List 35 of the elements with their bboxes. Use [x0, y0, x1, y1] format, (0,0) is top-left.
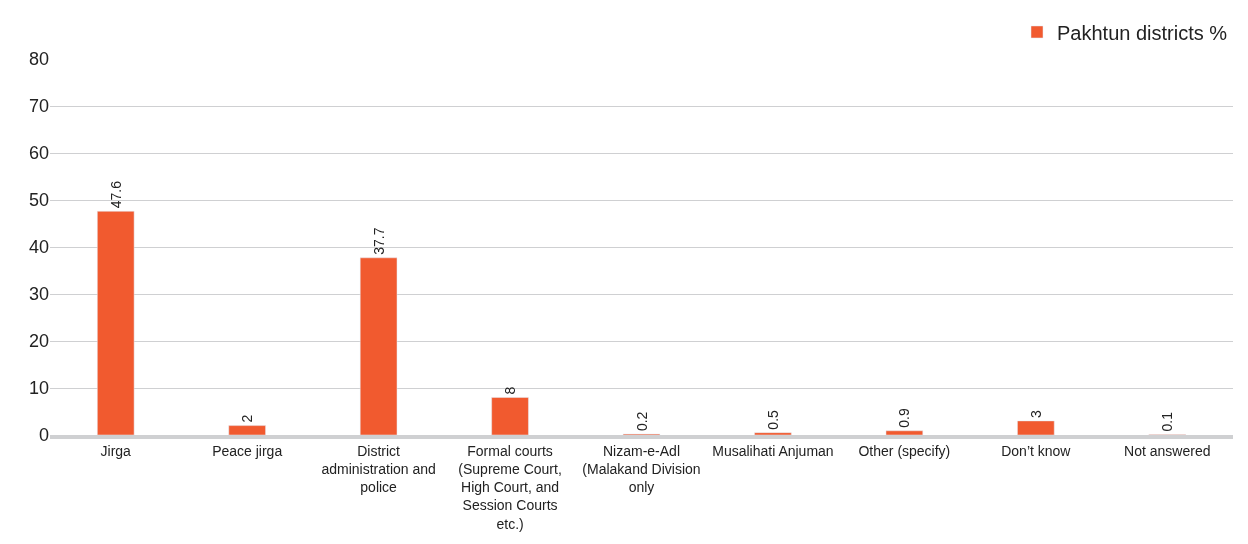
x-tick-label: Jirga: [100, 442, 132, 459]
data-label: 37.7: [370, 227, 387, 255]
y-tick-label: 60: [28, 143, 49, 164]
data-label: 0.9: [896, 408, 913, 428]
y-tick-label: 0: [38, 425, 49, 446]
legend-label: Pakhtun districts %: [1057, 21, 1228, 44]
y-tick-label: 80: [28, 49, 49, 70]
x-tick-label: District administration and police: [321, 442, 436, 496]
x-tick-label: Formal courts (Supreme Court, High Court, and Session Courts etc.): [458, 442, 562, 532]
x-tick-label: Nizam-e-Adl (Malakand Division only: [582, 442, 701, 496]
x-tick-label: Don’t know: [1001, 442, 1072, 459]
bar: [359, 257, 398, 435]
x-tick-label: Musalihati Anjuman: [712, 442, 834, 459]
x-tick-label: Not answered: [1124, 442, 1211, 459]
y-tick-label: 50: [28, 190, 49, 211]
data-label: 2: [239, 414, 256, 423]
y-tick-label: 30: [28, 284, 49, 305]
y-tick-label: 10: [28, 378, 49, 399]
y-tick-label: 70: [28, 96, 49, 117]
bar: [491, 397, 529, 435]
bar: [754, 432, 792, 435]
bar: [885, 430, 924, 435]
data-label: 0.1: [1159, 411, 1176, 432]
x-tick-label: Other (specify): [858, 442, 951, 459]
y-tick-label: 20: [28, 331, 49, 352]
y-tick-label: 40: [28, 237, 49, 258]
bar: [1017, 420, 1055, 435]
data-label: 3: [1027, 409, 1044, 418]
x-tick-label: Peace jirga: [212, 442, 283, 459]
data-label: 0.2: [633, 411, 650, 432]
data-label: 47.6: [107, 180, 124, 209]
data-label: 8: [502, 386, 519, 395]
bar: [228, 425, 266, 435]
data-label: 0.5: [764, 409, 781, 430]
bar: [97, 211, 135, 435]
